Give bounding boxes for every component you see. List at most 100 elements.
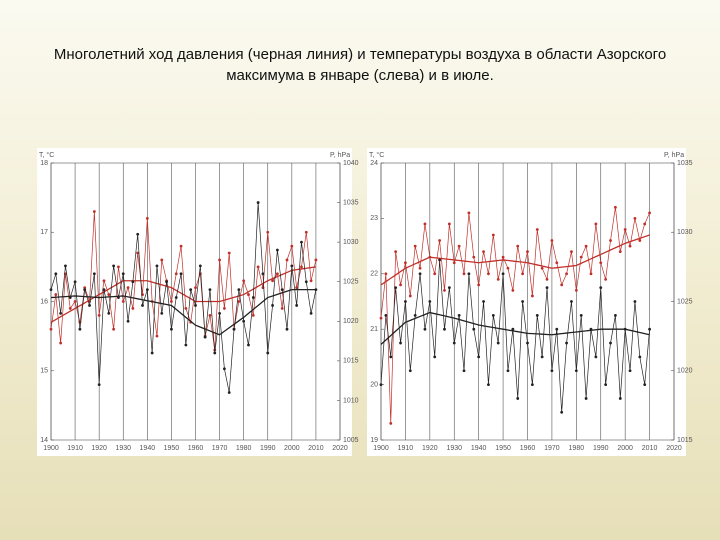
x-tick-label: 1950 (164, 445, 180, 452)
data-point (447, 286, 451, 290)
data-point (618, 397, 622, 400)
data-point (194, 304, 197, 307)
x-tick-label: 2000 (617, 445, 633, 452)
data-point (594, 222, 598, 226)
data-point (579, 255, 583, 259)
data-point (472, 255, 476, 259)
data-point (88, 304, 91, 307)
x-tick-label: 1990 (593, 445, 609, 452)
data-point (447, 222, 451, 226)
data-point (208, 313, 212, 317)
data-point (379, 383, 383, 386)
y2-tick-label: 1005 (343, 437, 359, 444)
data-point (92, 272, 96, 276)
data-point (467, 211, 471, 215)
data-point (121, 300, 125, 303)
data-point (145, 288, 149, 292)
data-point (433, 355, 437, 359)
data-point (256, 265, 260, 269)
y-tick-label: 16 (40, 298, 48, 305)
y2-tick-label: 1015 (343, 358, 359, 365)
data-point (521, 300, 525, 303)
y-axis-label: T, °C (369, 151, 384, 159)
x-tick-label: 1960 (188, 445, 204, 452)
data-point (545, 277, 549, 281)
data-point (487, 383, 490, 386)
data-point (184, 343, 188, 347)
data-point (579, 313, 583, 317)
y-axis-label: T, °C (39, 151, 54, 159)
data-point (237, 288, 241, 292)
data-point (304, 230, 308, 234)
data-point (604, 383, 608, 386)
data-point (599, 286, 603, 290)
data-point (174, 272, 178, 276)
data-point (155, 264, 159, 268)
data-point (482, 300, 485, 303)
y-tick-label: 17 (40, 229, 48, 236)
data-point (623, 228, 627, 231)
data-point (413, 313, 417, 317)
data-point (227, 391, 231, 394)
data-point (511, 327, 515, 331)
data-point (131, 307, 135, 310)
data-point (170, 327, 173, 331)
slide-title: Многолетний ход давления (черная линия) … (53, 46, 667, 84)
y2-tick-label: 1010 (343, 397, 359, 404)
data-point (136, 232, 140, 236)
data-point (126, 319, 130, 323)
x-tick-label: 1920 (422, 445, 438, 452)
data-point (438, 258, 441, 262)
data-point (574, 289, 578, 292)
data-point (218, 311, 221, 315)
plot-frame (50, 162, 341, 441)
y-tick-label: 19 (370, 437, 378, 444)
data-point (584, 244, 588, 248)
data-point (237, 300, 241, 303)
y-tick-label: 20 (370, 381, 378, 388)
data-point (560, 283, 564, 287)
data-point (423, 327, 427, 331)
data-point (285, 327, 289, 331)
x-tick-label: 1980 (569, 445, 585, 452)
data-point (275, 248, 279, 252)
data-point (594, 355, 598, 359)
x-tick-label: 1970 (544, 445, 560, 452)
data-point (530, 383, 534, 386)
data-point (179, 272, 183, 276)
data-point (102, 279, 106, 283)
data-point (107, 293, 111, 296)
data-point (121, 272, 125, 276)
x-tick-label: 1900 (43, 445, 59, 452)
data-point (555, 327, 559, 331)
data-point (482, 250, 485, 254)
y2-tick-label: 1015 (677, 437, 693, 444)
x-tick-label: 1920 (91, 445, 107, 452)
data-point (477, 283, 481, 287)
x-tick-label: 2020 (666, 445, 682, 452)
data-point (491, 233, 495, 237)
data-point (428, 300, 432, 303)
data-point (218, 258, 221, 262)
data-point (570, 250, 573, 254)
data-point (300, 240, 303, 244)
x-tick-label: 1940 (471, 445, 487, 452)
data-point (170, 300, 173, 303)
data-point (266, 230, 270, 234)
data-point (223, 367, 226, 371)
data-point (496, 277, 500, 281)
data-point (150, 351, 154, 355)
x-tick-label: 1970 (212, 445, 228, 452)
data-point (614, 205, 617, 209)
x-tick-label: 2010 (308, 445, 324, 452)
data-point (54, 293, 58, 296)
data-point (73, 280, 77, 284)
data-point (438, 239, 441, 242)
data-point (290, 244, 294, 248)
data-point (408, 294, 412, 298)
data-point (73, 300, 77, 303)
data-point (452, 261, 456, 265)
data-point (443, 289, 446, 292)
data-point (232, 327, 236, 331)
data-point (394, 286, 398, 290)
